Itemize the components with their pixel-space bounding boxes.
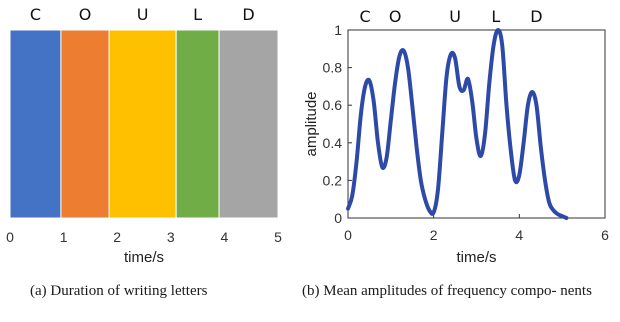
x-tick-label: 1 [60,229,68,245]
letter-label-c: C [360,7,371,26]
x-tick-label: 2 [113,229,121,245]
x-axis-label: time/s [456,249,496,266]
x-tick-label: 4 [515,227,523,243]
x-axis-label: time/s [124,249,164,266]
y-tick-label: 1 [334,22,342,38]
letter-label-u: U [449,7,461,26]
x-tick-label: 4 [221,229,229,245]
letter-label-d: D [530,7,542,26]
y-tick-label: 0.2 [323,172,343,188]
chart-a: C O U L D 0 1 2 3 4 5 time/s [6,5,282,266]
amplitude-line [346,28,569,220]
y-tick-label: 0.4 [323,135,343,151]
plot-frame [347,29,606,219]
y-tick-label: 0 [334,210,342,226]
x-tick-label: 2 [430,227,438,243]
letter-label-o: O [389,7,402,26]
x-tick-label: 0 [344,227,352,243]
segment-letter-o: O [79,5,92,24]
segment-letter-d: D [242,5,254,24]
chart-b: 0 2 4 6 0 0.2 0.4 0.6 0.8 1 time/s amplitude C O U L D [303,7,609,266]
caption-b: (b) Mean amplitudes of frequency compo- … [302,283,592,299]
segment-letter-c: C [30,5,41,24]
segment-d [218,29,279,219]
x-tick-label: 0 [6,229,14,245]
segment-letter-u: U [137,5,149,24]
y-tick-label: 0.6 [323,97,343,113]
segment-c [9,29,62,219]
y-axis-label: amplitude [303,91,320,156]
segment-o [60,29,110,219]
caption-a: (a) Duration of writing letters [30,283,208,299]
y-tick-label: 0.8 [323,60,343,76]
segment-letter-l: L [193,5,202,24]
segment-l [175,29,220,219]
segment-u [108,29,177,219]
letter-label-l: L [491,7,500,26]
x-tick-label: 6 [601,227,609,243]
x-tick-label: 5 [274,229,282,245]
x-tick-label: 3 [167,229,175,245]
